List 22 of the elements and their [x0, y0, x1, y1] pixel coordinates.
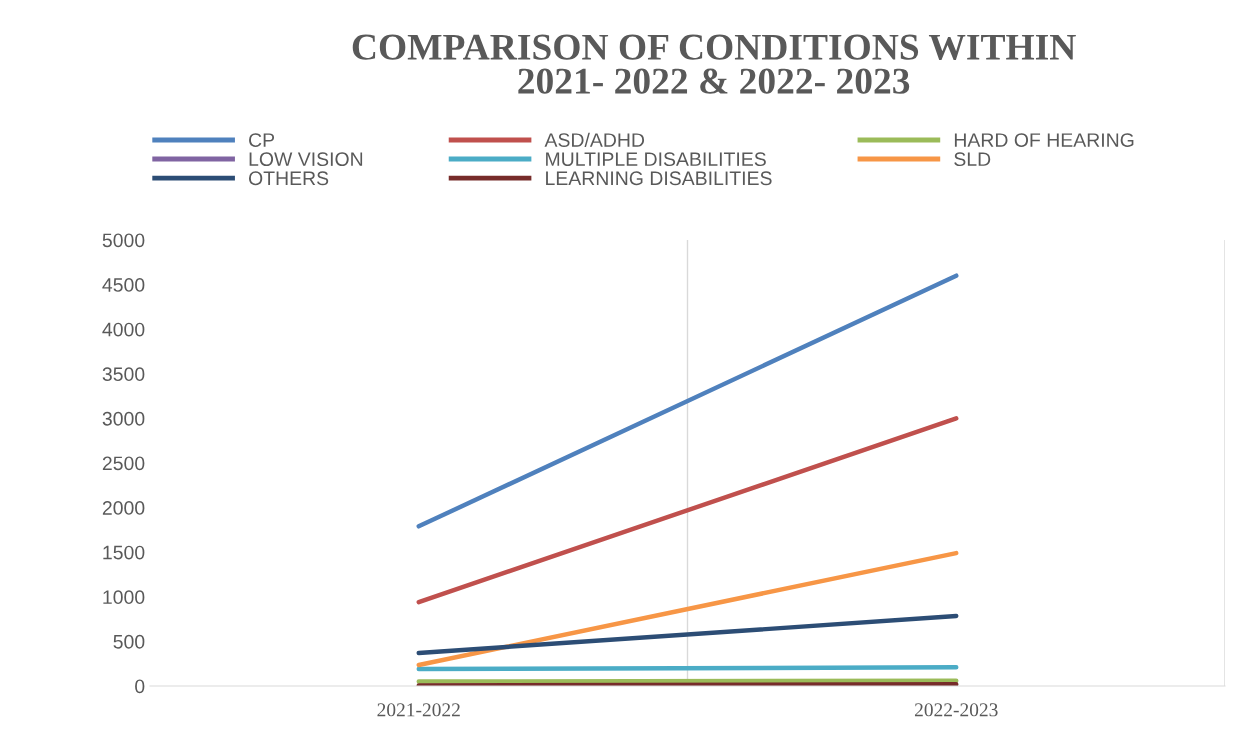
legend-label: OTHERS: [248, 171, 329, 186]
legend-label: HARD OF HEARING: [954, 133, 1134, 147]
y-tick-label: 1000: [103, 590, 145, 605]
y-tick-label: 500: [113, 634, 145, 649]
legend-label: LOW VISION: [249, 152, 363, 167]
legend-label: SLD: [954, 152, 991, 167]
y-tick-label: 4000: [102, 322, 145, 337]
x-tick-label: 2021-2022: [377, 703, 460, 717]
legend-label: LEARNING DISABILITIES: [546, 171, 772, 186]
y-tick-label: 1500: [103, 545, 145, 560]
legend-label: ASD/ADHD: [544, 132, 645, 147]
y-tick-label: 4500: [102, 278, 145, 292]
chart-title: COMPARISON OF CONDITIONS WITHIN 2021- 2022 & 2022- 2023: [352, 34, 1076, 94]
y-tick-label: 2000: [102, 501, 145, 515]
legend-label: MULTIPLE DISABILITIES: [546, 152, 766, 167]
y-tick-label: 3500: [102, 367, 145, 382]
y-tick-label: 3000: [102, 411, 145, 426]
y-tick-label: 0: [135, 679, 145, 694]
y-tick-label: 5000: [102, 233, 145, 248]
y-tick-label: 2500: [102, 456, 145, 471]
legend-label: CP: [249, 133, 275, 147]
x-tick-label: 2022-2023: [914, 703, 998, 717]
